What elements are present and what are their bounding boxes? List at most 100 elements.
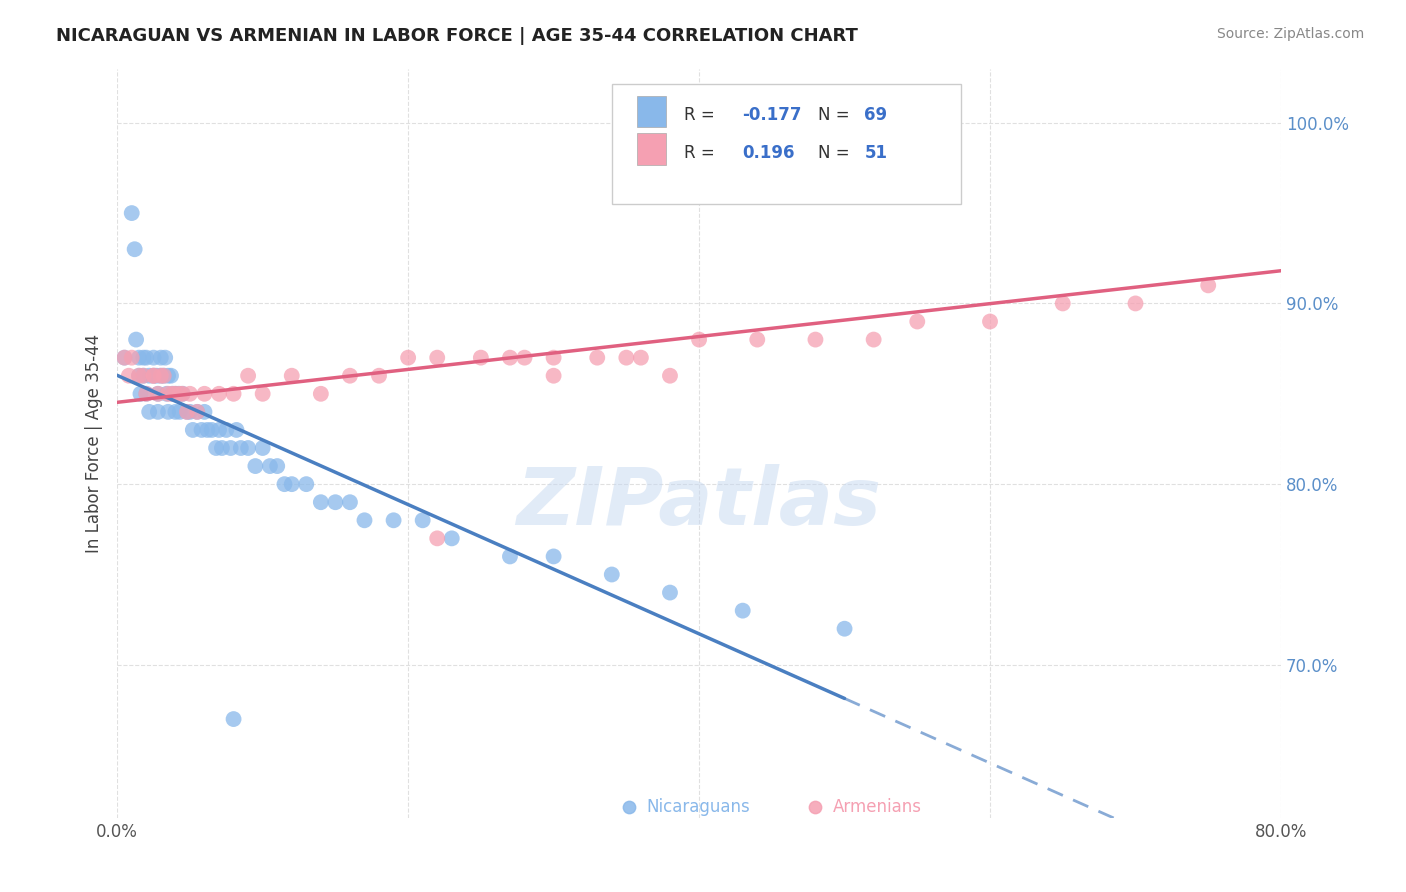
Text: R =: R =	[683, 144, 720, 161]
Point	[586, 351, 609, 365]
Point	[543, 351, 565, 365]
Point	[979, 314, 1001, 328]
Text: -0.177: -0.177	[742, 106, 801, 124]
Point	[179, 386, 201, 401]
Point	[118, 368, 141, 383]
Point	[176, 405, 198, 419]
Point	[309, 495, 332, 509]
Point	[659, 368, 682, 383]
Point	[281, 477, 304, 491]
Point	[157, 368, 180, 383]
Point	[132, 368, 155, 383]
Point	[211, 441, 233, 455]
Point	[169, 386, 191, 401]
Point	[152, 368, 174, 383]
Point	[382, 513, 405, 527]
Point	[169, 405, 191, 419]
Point	[1343, 242, 1365, 256]
Point	[426, 351, 449, 365]
Point	[125, 333, 148, 347]
Point	[215, 423, 238, 437]
Point	[149, 368, 172, 383]
Point	[172, 386, 194, 401]
Point	[146, 405, 169, 419]
Point	[193, 405, 215, 419]
Point	[157, 386, 180, 401]
Point	[309, 386, 332, 401]
Point	[153, 351, 176, 365]
Point	[138, 368, 160, 383]
Text: R =: R =	[683, 106, 720, 124]
Point	[225, 423, 247, 437]
Point	[339, 495, 361, 509]
Point	[1052, 296, 1074, 310]
Point	[142, 368, 165, 383]
Point	[186, 405, 208, 419]
Point	[513, 351, 536, 365]
Point	[146, 386, 169, 401]
Point	[156, 386, 179, 401]
Text: Nicaraguans: Nicaraguans	[647, 798, 751, 816]
Point	[222, 386, 245, 401]
Point	[114, 351, 136, 365]
Text: Source: ZipAtlas.com: Source: ZipAtlas.com	[1216, 27, 1364, 41]
Point	[236, 441, 259, 455]
Text: Armenians: Armenians	[832, 798, 922, 816]
Text: 69: 69	[865, 106, 887, 124]
Point	[201, 423, 224, 437]
Point	[834, 622, 856, 636]
Point	[181, 423, 204, 437]
Point	[172, 386, 194, 401]
Point	[128, 368, 150, 383]
Point	[142, 368, 165, 383]
Point	[396, 351, 419, 365]
Point	[142, 368, 165, 383]
Bar	[637, 133, 666, 164]
Point	[614, 351, 637, 365]
Text: 51: 51	[865, 144, 887, 161]
Point	[273, 477, 295, 491]
Point	[804, 333, 827, 347]
Point	[339, 368, 361, 383]
Point	[252, 441, 274, 455]
Point	[222, 712, 245, 726]
Point	[124, 242, 146, 256]
Point	[128, 351, 150, 365]
Point	[186, 405, 208, 419]
Point	[167, 386, 190, 401]
Point	[426, 532, 449, 546]
Point	[129, 386, 152, 401]
Point	[470, 351, 492, 365]
Text: NICARAGUAN VS ARMENIAN IN LABOR FORCE | AGE 35-44 CORRELATION CHART: NICARAGUAN VS ARMENIAN IN LABOR FORCE | …	[56, 27, 858, 45]
Point	[157, 405, 180, 419]
Bar	[637, 95, 666, 127]
Point	[688, 333, 710, 347]
Point	[905, 314, 928, 328]
Point	[1125, 296, 1147, 310]
Point	[145, 368, 167, 383]
Point	[132, 368, 155, 383]
Point	[179, 405, 201, 419]
Point	[152, 368, 174, 383]
Point	[543, 549, 565, 564]
Point	[176, 405, 198, 419]
Point	[659, 585, 682, 599]
Point	[236, 368, 259, 383]
Point	[165, 386, 187, 401]
Point	[499, 351, 522, 365]
Point	[295, 477, 318, 491]
Point	[160, 368, 183, 383]
Point	[135, 386, 157, 401]
Point	[208, 386, 231, 401]
Point	[219, 441, 242, 455]
Text: N =: N =	[818, 144, 855, 161]
Text: ZIPatlas: ZIPatlas	[516, 465, 882, 542]
Point	[149, 351, 172, 365]
Point	[252, 386, 274, 401]
Point	[229, 441, 252, 455]
Point	[368, 368, 391, 383]
Point	[543, 368, 565, 383]
Point	[165, 386, 187, 401]
Point	[440, 532, 463, 546]
Point	[412, 513, 434, 527]
